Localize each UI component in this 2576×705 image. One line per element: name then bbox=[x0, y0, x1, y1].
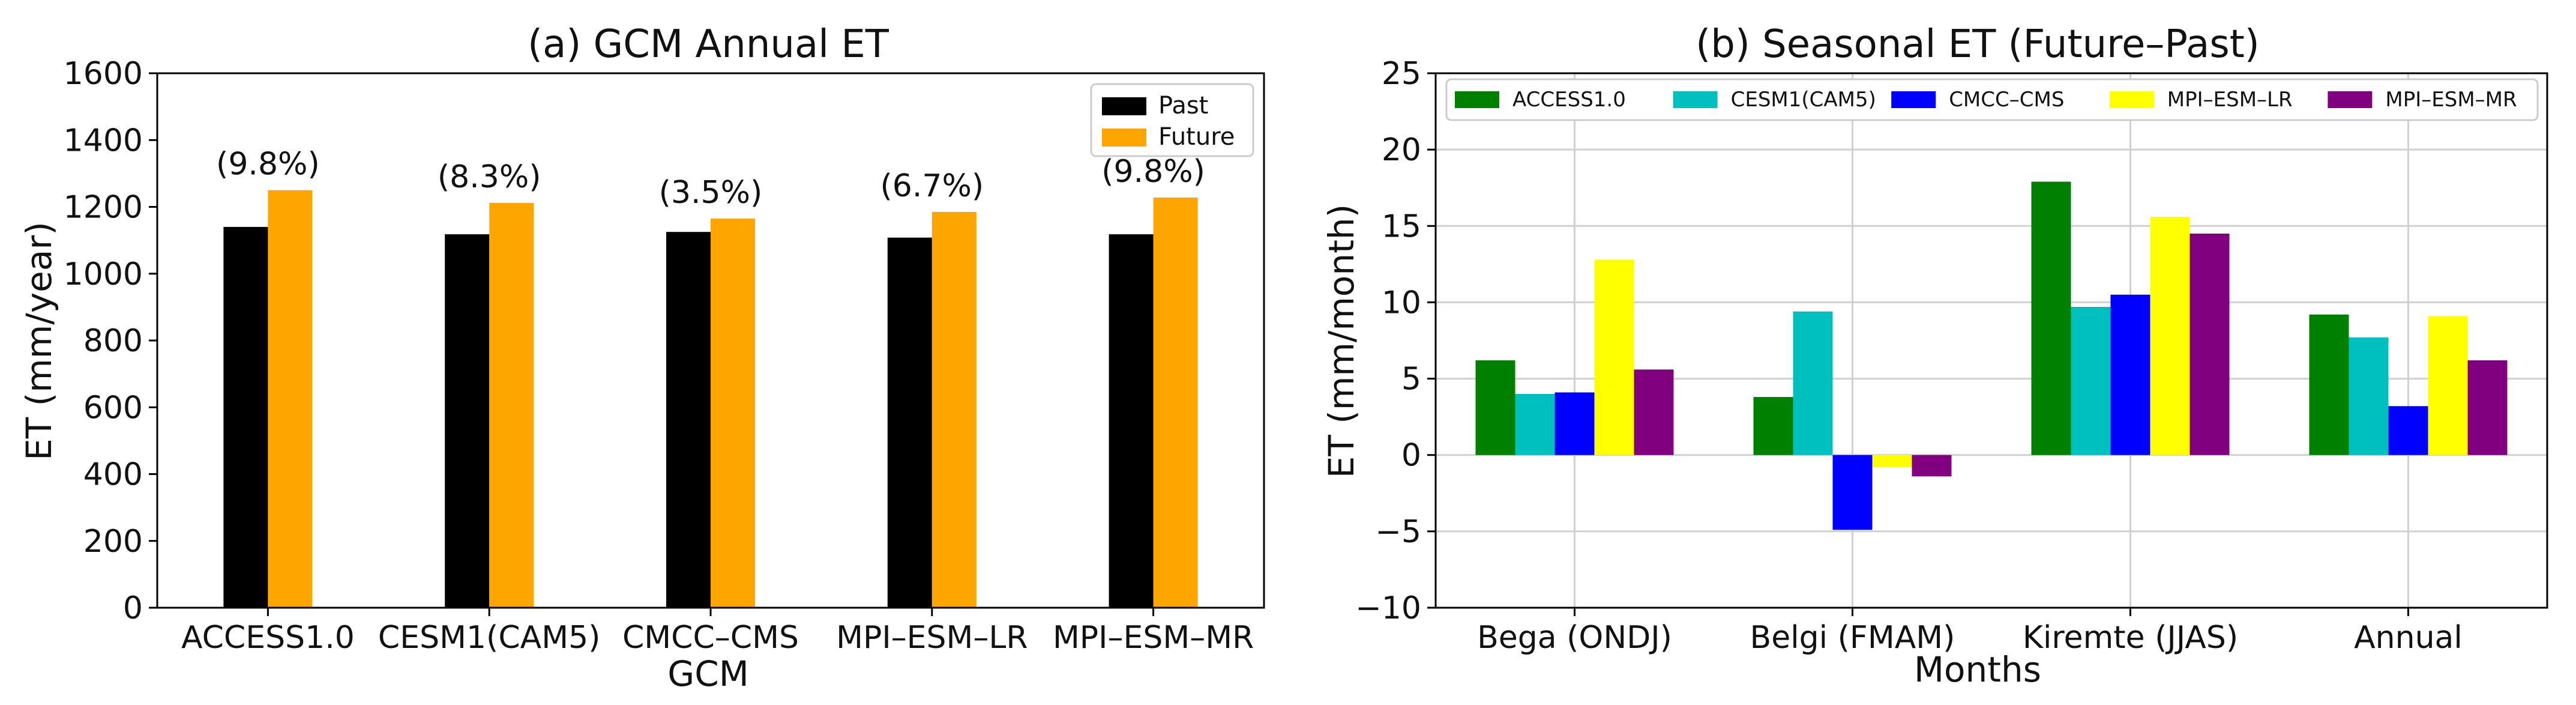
x-tick-label: MPI–ESM–LR bbox=[836, 620, 1028, 656]
y-tick-label: 600 bbox=[83, 390, 143, 426]
bar-future bbox=[1153, 197, 1198, 608]
bar-access1-0 bbox=[2031, 181, 2071, 455]
chart-b: −10 −5 0 5 10 15 20 25 Bega (ONDJ) Belgi (FMAM) Ki… bbox=[1355, 56, 2548, 656]
percent-change-label: (9.8%) bbox=[1101, 154, 1205, 190]
y-tick-label: 20 bbox=[1382, 132, 1421, 168]
percent-change-label: (8.3%) bbox=[438, 159, 541, 195]
bar-cmcc-cms bbox=[1554, 392, 1595, 455]
bar-cesm1-cam5- bbox=[2071, 307, 2111, 455]
y-tick-label: 1000 bbox=[64, 256, 143, 292]
y-tick-label: 25 bbox=[1382, 56, 1421, 92]
bar-cmcc-cms bbox=[1832, 455, 1873, 530]
percent-change-label: (3.5%) bbox=[659, 175, 763, 211]
bar-mpi-esm-mr bbox=[1912, 455, 1952, 477]
bar-future bbox=[931, 211, 977, 608]
y-tick-label: 1400 bbox=[64, 123, 143, 159]
legend-label-mpi-esm-mr: MPI–ESM–MR bbox=[2385, 88, 2517, 112]
y-tick-label: 0 bbox=[1401, 438, 1421, 474]
y-tick-label: 200 bbox=[83, 524, 143, 560]
x-tick-label: Kiremte (JJAS) bbox=[2023, 620, 2238, 656]
x-tick-label: Bega (ONDJ) bbox=[1477, 620, 1672, 656]
x-tick-label: Annual bbox=[2354, 620, 2463, 656]
legend-box bbox=[1445, 78, 2539, 121]
legend-swatch-cesm1-cam5- bbox=[1673, 91, 1718, 108]
legend-label-cmcc-cms: CMCC–CMS bbox=[1949, 88, 2064, 112]
bar-mpi-esm-lr bbox=[2150, 217, 2190, 455]
bar-cmcc-cms bbox=[2110, 294, 2150, 455]
bar-past bbox=[887, 237, 932, 608]
bar-past bbox=[445, 234, 490, 608]
bar-cmcc-cms bbox=[2388, 406, 2428, 455]
bar-future bbox=[711, 218, 755, 608]
y-tick-label: −10 bbox=[1355, 590, 1421, 626]
bar-access1-0 bbox=[1753, 397, 1793, 455]
bar-cesm1-cam5- bbox=[1515, 394, 1555, 455]
bar-future bbox=[268, 190, 313, 608]
bar-mpi-esm-mr bbox=[2189, 234, 2230, 455]
bar-future bbox=[489, 202, 534, 608]
percent-change-label: (9.8%) bbox=[216, 147, 320, 183]
y-tick-label: 1200 bbox=[64, 190, 143, 226]
x-tick-label: ACCESS1.0 bbox=[181, 620, 355, 656]
bar-mpi-esm-lr bbox=[1872, 455, 1912, 468]
y-tick-label: −5 bbox=[1375, 514, 1421, 550]
y-tick-label: 800 bbox=[83, 323, 143, 359]
x-tick-label: Belgi (FMAM) bbox=[1750, 620, 1955, 656]
bar-past bbox=[666, 232, 711, 608]
bar-mpi-esm-lr bbox=[2428, 316, 2468, 455]
bar-past bbox=[223, 226, 268, 608]
y-tick-label: 10 bbox=[1382, 285, 1421, 321]
bar-past bbox=[1109, 234, 1154, 608]
legend-label-mpi-esm-lr: MPI–ESM–LR bbox=[2167, 88, 2293, 112]
percent-change-label: (6.7%) bbox=[880, 168, 984, 204]
y-tick-label: 5 bbox=[1401, 362, 1421, 398]
legend-label-future: Future bbox=[1158, 123, 1235, 151]
chart-b-ylabel: ET (mm/month) bbox=[1321, 204, 1362, 479]
bar-mpi-esm-mr bbox=[2467, 360, 2508, 455]
bar-cesm1-cam5- bbox=[1793, 311, 1833, 455]
chart-a-title: (a) GCM Annual ET bbox=[528, 22, 889, 67]
bar-cesm1-cam5- bbox=[2349, 337, 2389, 455]
y-tick-label: 0 bbox=[123, 590, 143, 626]
y-tick-label: 15 bbox=[1382, 208, 1421, 244]
legend-label-cesm1-cam5-: CESM1(CAM5) bbox=[1731, 88, 1876, 112]
legend-swatch-past bbox=[1102, 97, 1146, 115]
legend-swatch-cmcc-cms bbox=[1891, 91, 1936, 108]
chart-a: 0 200 400 600 800 1000 1200 1400 1600 (9.8%) ACCES… bbox=[64, 56, 1265, 656]
legend-swatch-access1-0 bbox=[1455, 91, 1499, 108]
y-tick-label: 400 bbox=[83, 457, 143, 493]
bar-mpi-esm-lr bbox=[1594, 259, 1634, 455]
chart-b-title: (b) Seasonal ET (Future–Past) bbox=[1696, 22, 2260, 67]
legend-swatch-future bbox=[1102, 129, 1146, 147]
chart-a-ylabel: ET (mm/year) bbox=[19, 222, 59, 461]
plot-frame bbox=[1434, 72, 2548, 609]
y-tick-label: 1600 bbox=[64, 56, 143, 92]
bar-mpi-esm-mr bbox=[1634, 369, 1674, 455]
bar-access1-0 bbox=[2309, 314, 2349, 455]
plot-frame bbox=[156, 72, 1265, 609]
x-tick-label: MPI–ESM–MR bbox=[1053, 620, 1254, 656]
legend-swatch-mpi-esm-mr bbox=[2328, 91, 2373, 108]
x-tick-label: CESM1(CAM5) bbox=[378, 620, 601, 656]
chart-a-xlabel: GCM bbox=[667, 653, 748, 694]
bar-access1-0 bbox=[1475, 360, 1515, 455]
legend-label-past: Past bbox=[1158, 92, 1208, 120]
chart-b-xlabel: Months bbox=[1914, 649, 2041, 690]
legend-swatch-mpi-esm-lr bbox=[2109, 91, 2154, 108]
x-tick-label: CMCC–CMS bbox=[622, 620, 799, 656]
legend-label-access1-0: ACCESS1.0 bbox=[1512, 88, 1626, 112]
